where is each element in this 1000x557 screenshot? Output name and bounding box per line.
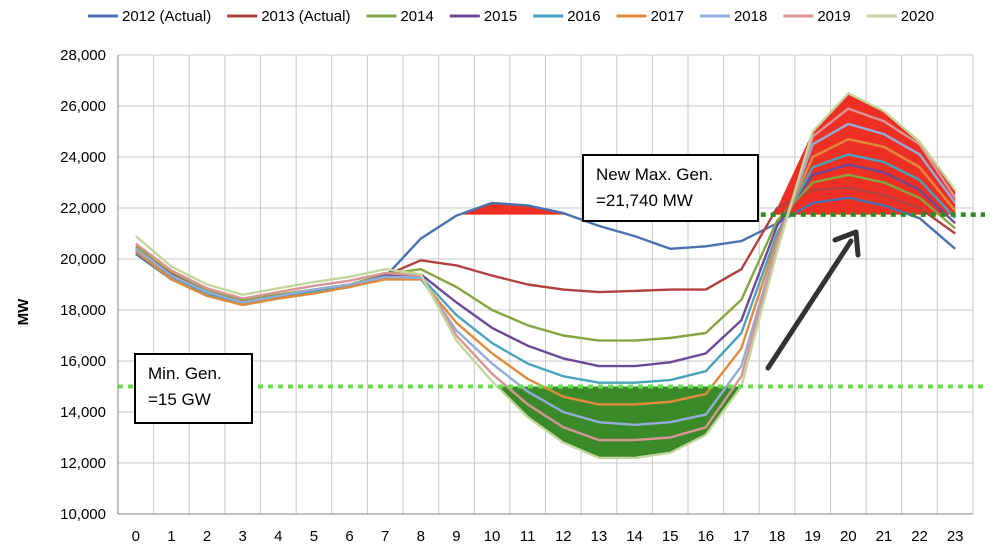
x-tick-label: 18 xyxy=(769,528,786,545)
y-tick-label: 20,000 xyxy=(60,251,106,268)
y-tick-label: 24,000 xyxy=(60,149,106,166)
x-tick-label: 12 xyxy=(555,528,572,545)
x-tick-label: 7 xyxy=(381,528,389,545)
annotation-frame xyxy=(134,353,253,424)
y-tick-label: 22,000 xyxy=(60,200,106,217)
shaded-areas xyxy=(459,93,956,458)
legend-item-6: 2018 xyxy=(699,8,767,25)
x-tick-label: 21 xyxy=(876,528,893,545)
legend-label: 2020 xyxy=(901,8,934,25)
legend-item-4: 2016 xyxy=(533,8,601,25)
legend-label: 2016 xyxy=(567,8,600,25)
x-tick-label: 17 xyxy=(733,528,750,545)
tick-labels: 10,000 12,000 14,000 16,000 18,000 20,000 22,0… xyxy=(60,47,963,545)
annotation-text: Min. Gen. xyxy=(148,364,222,383)
y-tick-label: 28,000 xyxy=(60,47,106,64)
series-lines xyxy=(135,92,957,460)
series-line-7 xyxy=(135,107,957,442)
legend-item-7: 2019 xyxy=(783,8,851,25)
x-tick-label: 23 xyxy=(947,528,964,545)
x-tick-label: 14 xyxy=(626,528,643,545)
legend-label: 2012 (Actual) xyxy=(122,8,211,25)
annotation-frame xyxy=(582,154,759,222)
y-tick-label: 18,000 xyxy=(60,302,106,319)
x-tick-label: 9 xyxy=(452,528,460,545)
series-line-8 xyxy=(135,92,957,460)
x-tick-label: 19 xyxy=(804,528,821,545)
legend-item-8: 2020 xyxy=(866,8,934,25)
x-tick-label: 10 xyxy=(484,528,501,545)
x-tick-label: 15 xyxy=(662,528,679,545)
legend-label: 2018 xyxy=(734,8,767,25)
legend-label: 2014 xyxy=(400,8,433,25)
x-tick-label: 8 xyxy=(417,528,425,545)
y-tick-label: 14,000 xyxy=(60,404,106,421)
x-tick-label: 4 xyxy=(274,528,282,545)
under-min-generation-area xyxy=(497,386,742,458)
annotation-text: =15 GW xyxy=(148,390,211,409)
arrow-shaft xyxy=(765,238,854,371)
x-tick-label: 22 xyxy=(911,528,928,545)
x-tick-label: 2 xyxy=(203,528,211,545)
x-tick-label: 1 xyxy=(167,528,175,545)
legend-label: 2013 (Actual) xyxy=(261,8,350,25)
legend-item-5: 2017 xyxy=(616,8,684,25)
legend-label: 2017 xyxy=(651,8,684,25)
x-tick-label: 11 xyxy=(520,528,536,545)
over-max-generation-area xyxy=(459,93,956,215)
axes xyxy=(117,55,973,515)
annotation-text: =21,740 MW xyxy=(596,191,693,210)
annotation-text: New Max. Gen. xyxy=(596,165,713,184)
y-axis-label: MW xyxy=(15,298,32,325)
x-tick-label: 20 xyxy=(840,528,857,545)
legend-item-3: 2015 xyxy=(449,8,517,25)
x-tick-label: 16 xyxy=(697,528,714,545)
reference-lines xyxy=(118,212,985,389)
legend: 2012 (Actual) 2013 (Actual) 2014 2015 2016 20… xyxy=(88,8,934,25)
y-tick-label: 16,000 xyxy=(60,353,106,370)
x-tick-label: 6 xyxy=(345,528,353,545)
annotation-box-0: New Max. Gen. =21,740 MW xyxy=(582,154,759,222)
arrow-head xyxy=(832,229,861,258)
series-line-6 xyxy=(135,122,957,426)
y-tick-label: 26,000 xyxy=(60,98,106,115)
y-tick-label: 10,000 xyxy=(60,506,106,523)
annotations: New Max. Gen. =21,740 MW Min. Gen. =15 GW xyxy=(134,154,861,424)
series-line-5 xyxy=(135,138,957,406)
x-tick-label: 3 xyxy=(239,528,247,545)
legend-label: 2015 xyxy=(484,8,517,25)
legend-label: 2019 xyxy=(817,8,850,25)
x-tick-label: 0 xyxy=(132,528,140,545)
x-tick-label: 13 xyxy=(591,528,608,545)
legend-item-2: 2014 xyxy=(366,8,434,25)
x-tick-label: 5 xyxy=(310,528,318,545)
legend-item-1: 2013 (Actual) xyxy=(227,8,350,25)
y-tick-label: 12,000 xyxy=(60,455,106,472)
series-line-2 xyxy=(135,173,956,342)
legend-item-0: 2012 (Actual) xyxy=(88,8,211,25)
annotation-box-1: Min. Gen. =15 GW xyxy=(134,353,253,424)
